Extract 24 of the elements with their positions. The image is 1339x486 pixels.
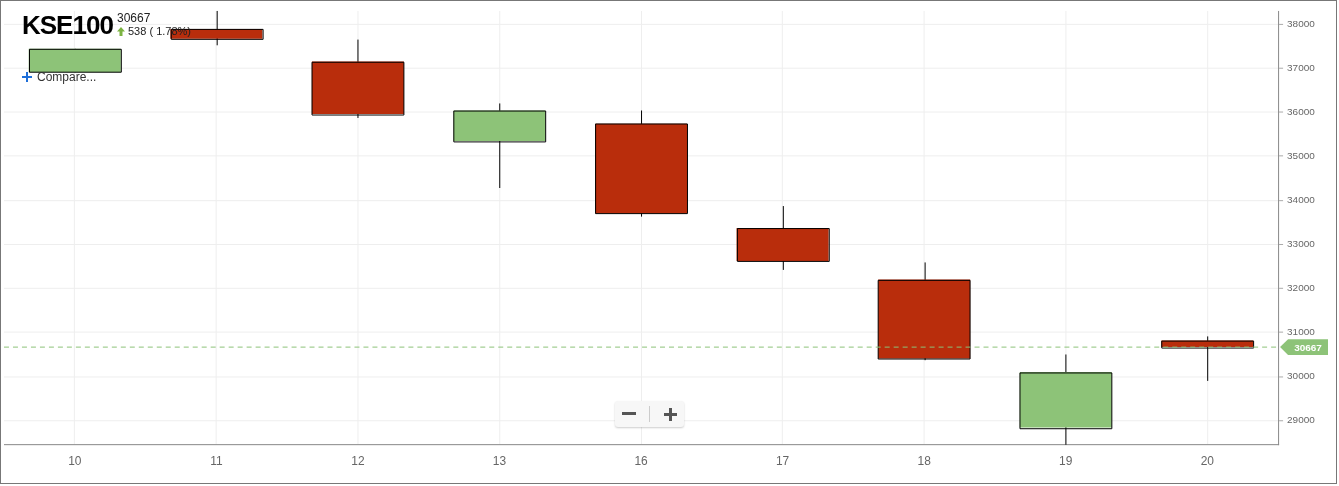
x-tick-label: 12 xyxy=(351,454,365,469)
x-tick-label: 11 xyxy=(210,454,223,469)
x-tick-label: 18 xyxy=(917,454,932,469)
x-tick-label: 16 xyxy=(634,454,649,469)
y-tick-label: 35000 xyxy=(1287,150,1316,162)
annotation: 538 ( 1.78%) xyxy=(128,25,191,37)
y-tick-label: 31000 xyxy=(1287,326,1316,338)
x-tick-label: 19 xyxy=(1059,454,1073,469)
x-tick-label: 17 xyxy=(775,454,790,469)
y-tick-label: 32000 xyxy=(1287,282,1316,294)
chart-subtitle: 30667 xyxy=(117,11,151,25)
y-tick-label: 38000 xyxy=(1287,17,1316,29)
y-tick-label: 36000 xyxy=(1287,106,1316,117)
x-tick-label: 20 xyxy=(1200,454,1215,469)
x-tick-label: 10 xyxy=(68,454,82,469)
ref-line-label: 30667 xyxy=(1294,341,1323,353)
chart-title: KSE100 xyxy=(22,10,113,41)
y-tick-label: 37000 xyxy=(1287,61,1316,73)
y-tick-label: 30000 xyxy=(1287,370,1316,382)
y-tick-label: 29000 xyxy=(1287,414,1316,426)
annotation: Compare... xyxy=(37,70,97,84)
y-tick-label: 34000 xyxy=(1287,194,1316,206)
y-tick-label: 33000 xyxy=(1287,238,1316,250)
x-tick-label: 13 xyxy=(492,454,507,469)
